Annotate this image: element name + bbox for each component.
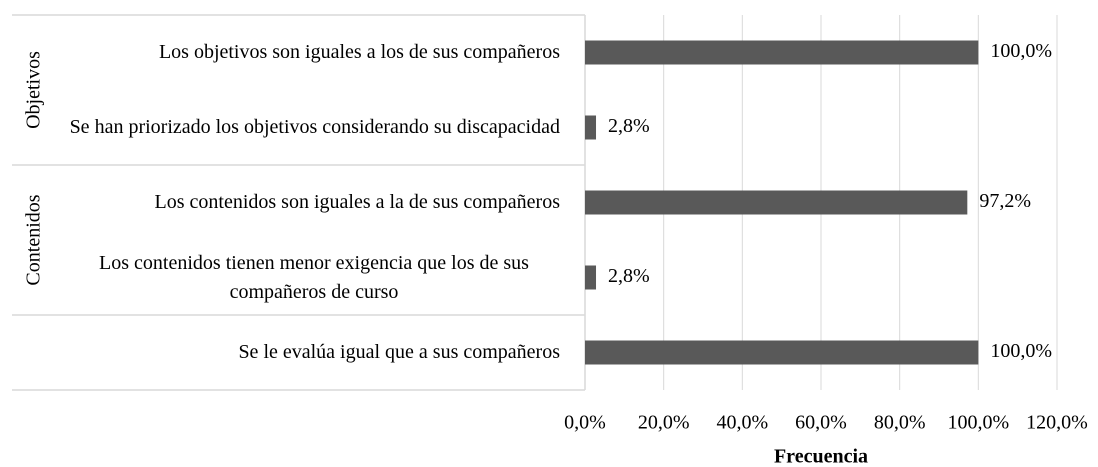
x-tick-label: 120,0% — [1026, 412, 1088, 434]
y-tick-label: Los contenidos tienen menor exigencia qu… — [99, 251, 529, 303]
category-label-box: Se le evalúa igual que a sus compañeros — [40, 315, 560, 390]
x-tick-label: 20,0% — [638, 412, 690, 434]
value-label: 2,8% — [608, 115, 650, 137]
value-label: 100,0% — [990, 340, 1052, 362]
x-tick-label: 100,0% — [947, 412, 1009, 434]
value-label: 100,0% — [990, 40, 1052, 62]
x-axis-title: Frecuencia — [774, 446, 868, 467]
category-label-box: Se han priorizado los objetivos consider… — [40, 90, 560, 165]
bar — [585, 115, 597, 140]
group-label: Contenidos — [23, 194, 45, 285]
bar — [585, 190, 968, 215]
bar — [585, 40, 979, 65]
y-tick-label: Los contenidos son iguales a la de sus c… — [154, 191, 560, 213]
group-label: Objetivos — [23, 51, 45, 129]
x-tick-label: 40,0% — [716, 412, 768, 434]
category-label-box: Los contenidos tienen menor exigencia qu… — [40, 240, 560, 315]
y-tick-label: Los objetivos son iguales a los de sus c… — [158, 41, 560, 63]
x-tick-label: 80,0% — [874, 412, 926, 434]
y-tick-label: Se han priorizado los objetivos consider… — [69, 116, 560, 138]
category-label-box: Los contenidos son iguales a la de sus c… — [40, 165, 560, 240]
value-label: 2,8% — [608, 265, 650, 287]
category-label-box: Los objetivos son iguales a los de sus c… — [40, 15, 560, 90]
bar — [585, 340, 979, 365]
y-tick-label: Se le evalúa igual que a sus compañeros — [238, 341, 560, 363]
value-label: 97,2% — [979, 190, 1031, 212]
x-tick-label: 0,0% — [564, 412, 606, 434]
x-tick-label: 60,0% — [795, 412, 847, 434]
bar — [585, 265, 597, 290]
